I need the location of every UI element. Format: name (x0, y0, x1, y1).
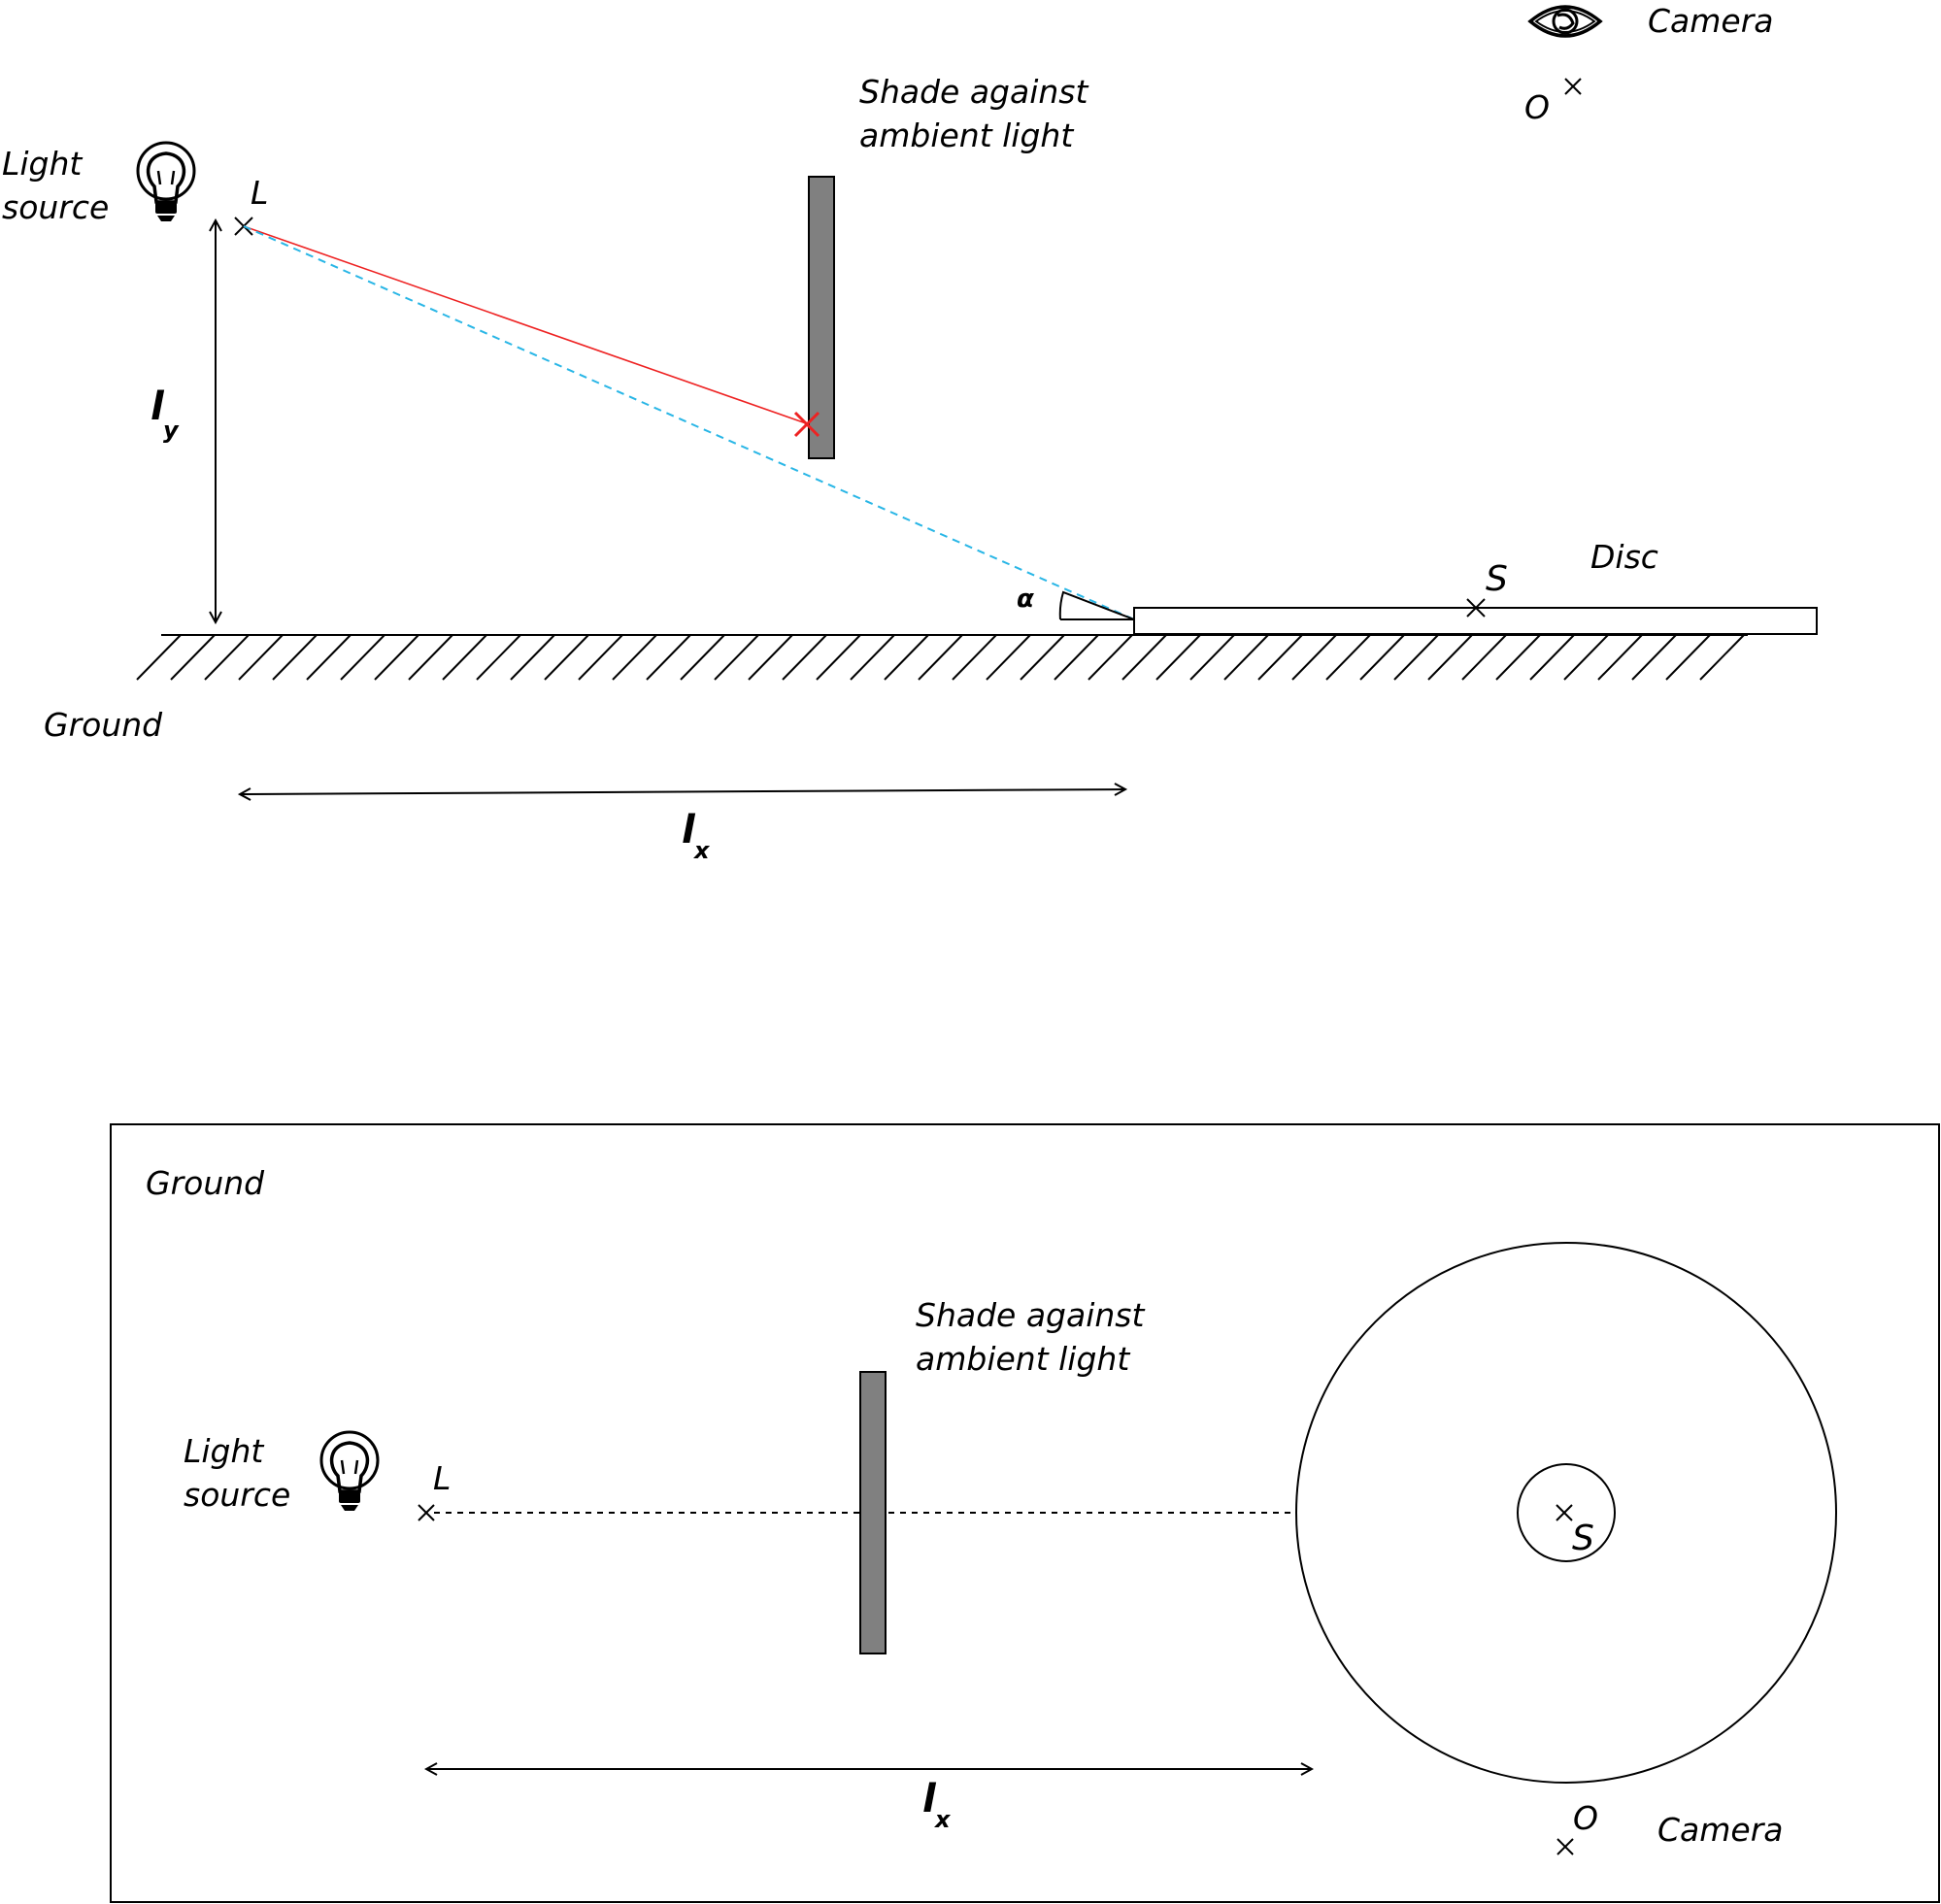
top-disc-outer (1295, 1242, 1837, 1784)
top-point-L-label: L (433, 1459, 451, 1497)
origin-label: O (1524, 88, 1550, 126)
light-bulb-icon (136, 141, 196, 223)
grazing-ray (243, 225, 1135, 620)
lx-subscript: x (693, 837, 711, 864)
lx-dimension-arrow (241, 789, 1124, 794)
ly-subscript: y (163, 417, 180, 444)
top-shade-label-line1: Shade against (916, 1296, 1145, 1334)
shade-label-line2: ambient light (859, 117, 1074, 154)
light-label-line1: Light (2, 145, 83, 183)
top-lx-label: l (922, 1777, 937, 1821)
alpha-angle-wedge (1058, 590, 1135, 620)
disc-side (1133, 607, 1818, 635)
top-origin-marker (1556, 1838, 1574, 1855)
lx-label: l (682, 808, 696, 852)
top-light-label-line1: Light (184, 1432, 264, 1470)
top-ground-label: Ground (146, 1164, 265, 1202)
top-view-frame (110, 1123, 1940, 1903)
origin-marker (1564, 78, 1582, 95)
point-L-label: L (251, 174, 268, 212)
top-point-S-label: S (1572, 1519, 1594, 1558)
top-lx-subscript: x (934, 1806, 952, 1833)
alpha-label: α (1017, 585, 1034, 614)
top-origin-label: O (1573, 1799, 1598, 1837)
top-point-L-marker (418, 1504, 435, 1521)
ly-label: l (151, 384, 165, 429)
top-disc-inner (1517, 1463, 1616, 1562)
top-point-S-marker (1556, 1504, 1573, 1521)
camera-label: Camera (1648, 2, 1774, 40)
top-camera-label: Camera (1657, 1811, 1784, 1849)
point-S-marker (1466, 598, 1486, 618)
eye-icon (1527, 5, 1603, 38)
top-shade-label-line2: ambient light (916, 1340, 1130, 1378)
top-light-bulb-icon (319, 1430, 380, 1513)
top-light-label-line2: source (184, 1476, 290, 1514)
side-view: Camera O Light source L Shade against am… (2, 2, 1818, 864)
blocked-ray (243, 225, 807, 424)
shade-label-line1: Shade against (859, 73, 1088, 111)
blocked-ray-marker (793, 411, 820, 438)
point-S-label: S (1486, 559, 1508, 599)
light-label-line2: source (2, 188, 109, 226)
shade-panel (808, 176, 835, 459)
ground-hatching (136, 634, 1745, 681)
top-shade-panel (859, 1371, 887, 1654)
disc-label: Disc (1590, 538, 1658, 576)
top-view: Ground Shade against ambient light Light… (110, 1123, 1940, 1903)
ground-label: Ground (44, 706, 163, 744)
